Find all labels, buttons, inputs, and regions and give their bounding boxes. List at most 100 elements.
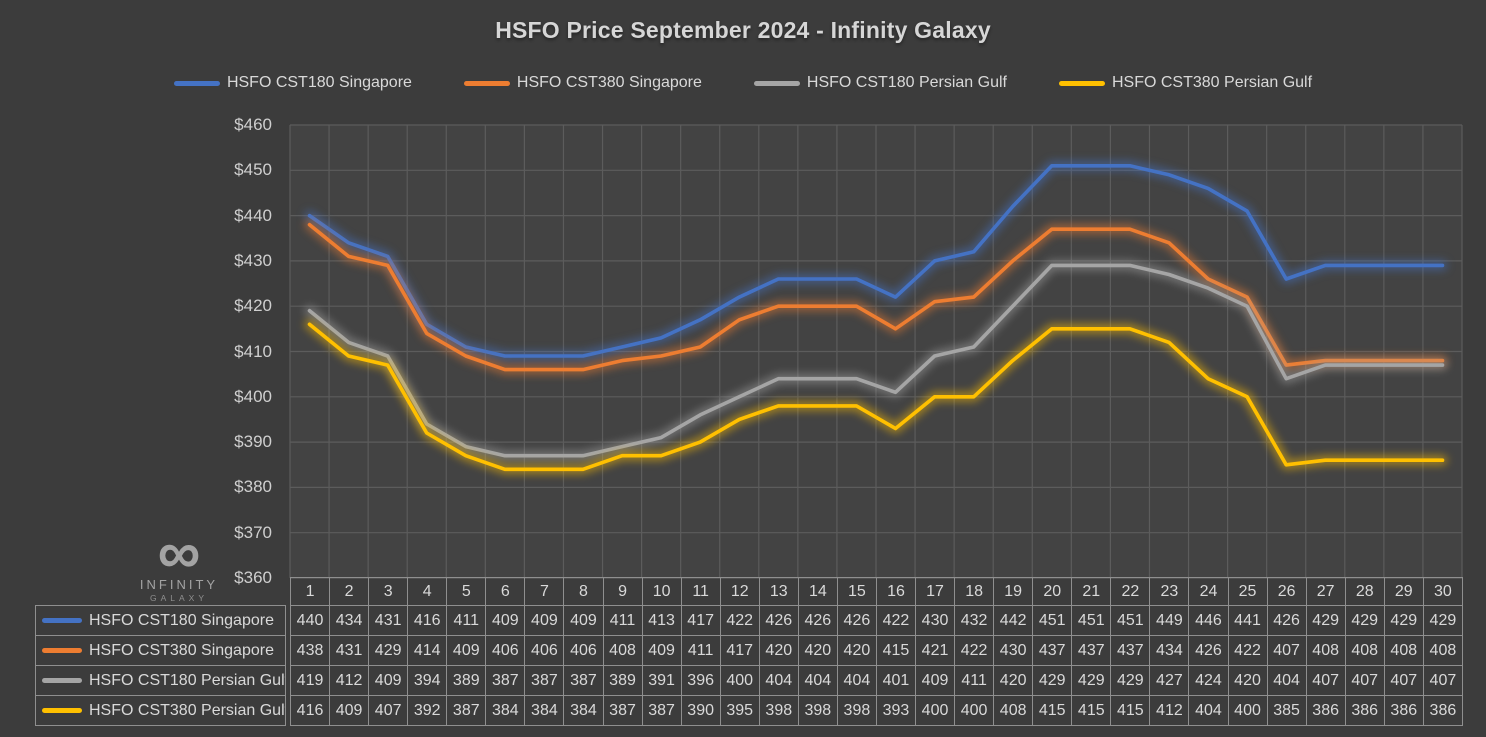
row-label-cell: HSFO CST180 Persian Gulf [35, 665, 286, 696]
data-table: 1 2 3 4 5 6 7 8 9 10 11 12 13 14 15 16 17 18 19 20 21 22 23 24 2… [289, 577, 1464, 726]
y-axis-label: $420 [234, 296, 272, 316]
day-header-cell: 8 [563, 577, 604, 606]
day-header-cell: 23 [1149, 577, 1190, 606]
table-cell: 429 [1305, 605, 1346, 636]
table-cell: 420 [758, 635, 799, 666]
row-label-cell: HSFO CST380 Singapore [35, 635, 286, 666]
table-cell: 451 [1071, 605, 1112, 636]
table-cell: 430 [993, 635, 1034, 666]
table-cell: 438 [289, 635, 331, 666]
table-cell: 392 [407, 695, 448, 726]
table-cell: 437 [1110, 635, 1151, 666]
table-cell: 441 [1227, 605, 1268, 636]
day-header-cell: 29 [1383, 577, 1424, 606]
table-cell: 384 [563, 695, 604, 726]
table-cell: 411 [954, 665, 995, 696]
day-header-cell: 1 [289, 577, 331, 606]
y-axis-label: $400 [234, 386, 272, 406]
y-axis-label: $380 [234, 477, 272, 497]
legend-label: HSFO CST180 Persian Gulf [806, 74, 1007, 91]
table-cell: 409 [446, 635, 487, 666]
table-cell: 437 [1071, 635, 1112, 666]
table-cell: 431 [329, 635, 370, 666]
table-cell: 400 [719, 665, 760, 696]
row-label-cell: HSFO CST180 Singapore [35, 605, 286, 636]
y-axis-label: $440 [234, 205, 272, 225]
table-cell: 429 [1383, 605, 1424, 636]
table-cell: 442 [993, 605, 1034, 636]
y-axis-label: $450 [234, 160, 272, 180]
table-cell: 411 [602, 605, 643, 636]
row-label-row: HSFO CST180 Persian Gulf [35, 665, 286, 696]
legend-label: HSFO CST380 Singapore [516, 74, 702, 91]
legend-item: HSFO CST380 Singapore [463, 74, 702, 92]
table-cell: 404 [1188, 695, 1229, 726]
table-cell: 451 [1032, 605, 1073, 636]
table-cell: 413 [641, 605, 682, 636]
table-cell: 387 [446, 695, 487, 726]
table-cell: 426 [758, 605, 799, 636]
row-label-text: HSFO CST380 Persian Gulf [89, 701, 286, 719]
table-row: 440 434 431 416 411 409 409 409 411 413 417 422 426 4… [289, 605, 1464, 636]
table-cell: 422 [719, 605, 760, 636]
table-cell: 408 [602, 635, 643, 666]
table-cell: 390 [680, 695, 721, 726]
table-cell: 430 [914, 605, 956, 636]
legend-line-swatch [463, 80, 510, 86]
series-line-0 [307, 163, 1445, 358]
table-cell: 401 [875, 665, 917, 696]
day-header-cell: 15 [836, 577, 877, 606]
table-cell: 437 [1032, 635, 1073, 666]
legend-line-swatch [173, 80, 220, 86]
day-header-cell: 16 [875, 577, 917, 606]
table-cell: 384 [485, 695, 526, 726]
row-label-text: HSFO CST380 Singapore [89, 641, 274, 659]
table-cell: 389 [446, 665, 487, 696]
table-cell: 398 [758, 695, 799, 726]
table-cell: 408 [1383, 635, 1424, 666]
day-header-cell: 5 [446, 577, 487, 606]
row-label-cell: HSFO CST380 Persian Gulf [35, 695, 286, 726]
table-cell: 429 [1071, 665, 1112, 696]
table-cell: 420 [836, 635, 877, 666]
day-header-cell: 27 [1305, 577, 1346, 606]
table-cell: 407 [1422, 665, 1464, 696]
day-header-cell: 25 [1227, 577, 1268, 606]
day-header-cell: 11 [680, 577, 721, 606]
day-header-cell: 13 [758, 577, 799, 606]
day-header-cell: 17 [914, 577, 956, 606]
table-cell: 407 [368, 695, 409, 726]
table-cell: 404 [1266, 665, 1307, 696]
row-label-text: HSFO CST180 Persian Gulf [89, 671, 286, 689]
day-header-cell: 24 [1188, 577, 1229, 606]
table-cell: 406 [485, 635, 526, 666]
row-line-swatch [42, 618, 82, 623]
day-header-cell: 10 [641, 577, 682, 606]
table-cell: 387 [563, 665, 604, 696]
table-cell: 415 [1110, 695, 1151, 726]
day-header-cell: 9 [602, 577, 643, 606]
table-cell: 440 [289, 605, 331, 636]
table-cell: 407 [1344, 665, 1385, 696]
table-cell: 415 [1032, 695, 1073, 726]
table-cell: 431 [368, 605, 409, 636]
table-cell: 387 [641, 695, 682, 726]
row-label-row: HSFO CST380 Persian Gulf [35, 695, 286, 726]
day-header-cell: 14 [797, 577, 838, 606]
legend-line-swatch [753, 80, 800, 86]
day-header-cell: 26 [1266, 577, 1307, 606]
table-cell: 389 [602, 665, 643, 696]
series-label-column: HSFO CST180 Singapore HSFO CST380 Singapo… [35, 605, 286, 726]
y-axis-label: $460 [234, 115, 272, 134]
day-header-cell: 2 [329, 577, 370, 606]
table-cell: 386 [1344, 695, 1385, 726]
table-cell: 422 [1227, 635, 1268, 666]
table-cell: 398 [797, 695, 838, 726]
legend-line-swatch [1058, 80, 1105, 86]
logo-name: INFINITY [139, 577, 219, 592]
table-cell: 408 [1422, 635, 1464, 666]
day-header-cell: 18 [954, 577, 995, 606]
table-cell: 421 [914, 635, 956, 666]
table-cell: 415 [875, 635, 917, 666]
